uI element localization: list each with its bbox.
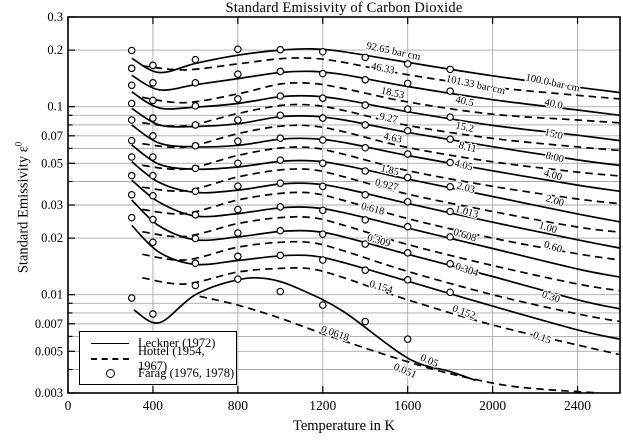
curves [127, 45, 620, 393]
y-axis-title: Standard Emissivity ε0 [14, 67, 33, 347]
solid-line-sample [89, 343, 131, 344]
farag-points-0.051 [127, 275, 412, 343]
curve-label: 1.85 [379, 163, 399, 178]
legend-box: Leckner (1972) Hottel (1954, 1967) Farag… [79, 331, 237, 385]
curve-label: 0.60 [542, 239, 563, 255]
curve-label: 0.154 [368, 279, 395, 297]
y-tick-label: 0.1 [47, 100, 63, 114]
legend-item-farag: Farag (1976, 1978) [89, 366, 236, 381]
curve-label: 40.0 [543, 97, 563, 112]
farag-points-101.33 [127, 45, 454, 74]
leckner-curve-0.927 [131, 161, 620, 249]
y-tick-label: 0.07 [41, 129, 63, 143]
farag-points-0.152 [127, 213, 454, 297]
curve-label: 0.618 [360, 201, 386, 218]
hottel-curve-0.60 [142, 215, 620, 292]
x-tick-label: 1200 [309, 398, 336, 413]
legend-label-leckner: Leckner (1972) [138, 336, 216, 350]
hottel-curve-4.00 [142, 146, 620, 205]
leckner-curve-18.53 [131, 91, 620, 142]
y-tick-label: 0.2 [47, 43, 63, 57]
curve-label: 18.53 [380, 86, 405, 102]
hottel-curve-1.00 [142, 191, 620, 261]
leckner-curve-1.85 [131, 144, 620, 223]
curve-label: 4.05 [453, 158, 473, 173]
chart-title: Standard Emissivity of Carbon Dioxide [225, 0, 463, 16]
hottel-curve-8.00 [142, 124, 620, 177]
hottel-curve-15.0 [142, 103, 620, 152]
curve-label: 1.013 [454, 204, 480, 221]
x-tick-label: 0 [65, 398, 72, 413]
curve-label: 0.152 [451, 303, 477, 321]
farag-points-15.2 [127, 81, 454, 121]
y-tick-label: 0.03 [41, 198, 63, 212]
legend-item-hottel: Hottel (1954, 1967) [89, 344, 236, 373]
curve-label: 9.27 [378, 111, 398, 126]
farag-points-8.11 [127, 99, 454, 143]
curve-label: 0.927 [374, 177, 400, 193]
leckner-curve-0.309 [131, 199, 620, 310]
curve-label: 40.5 [454, 95, 474, 110]
farag-points-2.03 [127, 136, 454, 191]
tick-labels: 0 400 800 1200 1600 2000 2400 0.3 0.2 0.1 0.07 0.05… [35, 10, 591, 413]
curve-label: 0.051 [392, 362, 418, 381]
leckner-curve-0.154 [131, 224, 620, 341]
y-axis-title-text: Standard Emissivity [15, 152, 32, 274]
curve-label: 2.03 [455, 181, 476, 196]
y-tick-label: 0.007 [35, 317, 63, 331]
x-tick-label: 2400 [564, 398, 591, 413]
hottel-curve-0.30 [142, 240, 620, 323]
curve-label: 1.00 [537, 220, 558, 236]
farag-points-40.5 [127, 64, 454, 95]
leckner-curve-0.618 [131, 179, 620, 278]
legend-label-farag: Farag (1976, 1978) [138, 366, 235, 380]
farag-points-1.013 [127, 153, 454, 216]
leckner-curve-9.27 [131, 107, 620, 167]
x-tick-label: 400 [143, 398, 164, 413]
leckner-curve-46.33 [131, 70, 620, 117]
farag-points-0.608 [127, 171, 454, 241]
circle-marker-sample [89, 369, 131, 378]
hottel-curve-40.0 [142, 81, 620, 124]
curve-label: 2.00 [544, 193, 565, 209]
curve-label: 46.33 [370, 61, 395, 77]
curve-label: 0.0618 [319, 324, 350, 344]
y-tick-label: 0.3 [47, 10, 63, 24]
farag-points-4.05 [127, 116, 454, 167]
curve-label: 0.15 [531, 330, 552, 347]
leckner-curve-0.0618 [133, 276, 476, 382]
epsilon-symbol: ε [15, 146, 32, 153]
x-tick-label: 800 [228, 398, 249, 413]
hottel-curve-100.0 [142, 57, 620, 100]
legend-item-leckner: Leckner (1972) [89, 336, 236, 351]
y-tick-label: 0.003 [35, 386, 63, 400]
y-tick-label: 0.005 [35, 344, 63, 358]
x-tick-label: 1600 [394, 398, 421, 413]
hottel-curve-0.05 [199, 295, 599, 393]
dashed-line-sample [89, 357, 131, 360]
x-tick-label: 2000 [479, 398, 506, 413]
y-tick-label: 0.05 [41, 156, 63, 170]
x-axis-title: Temperature in K [292, 418, 396, 434]
axis-ticks [67, 16, 579, 394]
y-tick-label: 0.02 [41, 231, 63, 245]
y-tick-label: 0.01 [41, 288, 63, 302]
legend-label-hottel: Hottel (1954, 1967) [138, 343, 205, 373]
hottel-curve-2.00 [142, 168, 620, 234]
farag-points-0.304 [127, 191, 454, 268]
curve-label: 0.304 [454, 261, 481, 279]
epsilon-superscript: 0 [13, 141, 24, 147]
curve-label: 8.11 [457, 140, 477, 155]
leckner-curve-4.63 [131, 124, 620, 193]
curve-label: 4.63 [382, 131, 402, 146]
leckner-curve-92.65 [131, 47, 620, 94]
gridlines [68, 17, 620, 393]
curve-label: 15.0 [543, 127, 563, 142]
hottel-curve-0.15 [142, 267, 620, 356]
